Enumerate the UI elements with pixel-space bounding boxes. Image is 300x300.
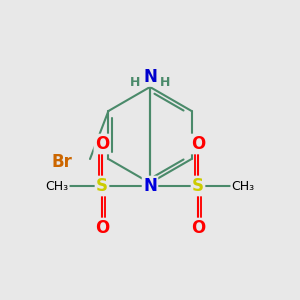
Text: O: O bbox=[95, 219, 109, 237]
Text: H: H bbox=[160, 76, 170, 89]
Text: O: O bbox=[191, 135, 205, 153]
Text: H: H bbox=[130, 76, 140, 89]
Text: N: N bbox=[143, 68, 157, 85]
Text: O: O bbox=[95, 135, 109, 153]
Text: S: S bbox=[96, 177, 108, 195]
Text: S: S bbox=[192, 177, 204, 195]
Text: CH₃: CH₃ bbox=[231, 179, 255, 193]
Text: N: N bbox=[143, 177, 157, 195]
Text: Br: Br bbox=[51, 153, 72, 171]
Text: O: O bbox=[191, 219, 205, 237]
Text: CH₃: CH₃ bbox=[45, 179, 69, 193]
